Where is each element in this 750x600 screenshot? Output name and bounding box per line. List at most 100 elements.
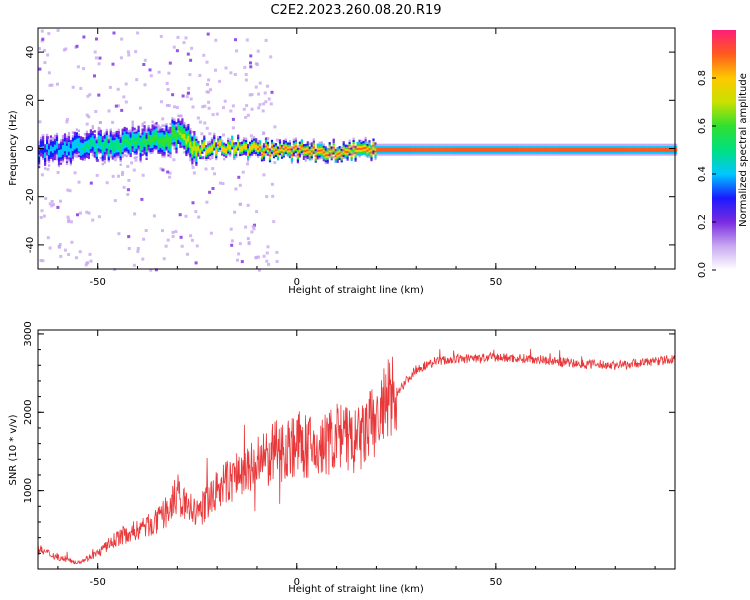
spectrogram-cell xyxy=(531,143,534,147)
spectrogram-cell xyxy=(63,154,67,157)
spectrogram-cell xyxy=(276,146,280,149)
spectrogram-cell xyxy=(366,143,369,146)
spectrogram-cell xyxy=(304,149,307,152)
spectrogram-noise-cell xyxy=(214,68,217,72)
spectrogram-cell xyxy=(434,151,437,154)
spectrogram-cell xyxy=(209,150,212,153)
spectrogram-noise-cell xyxy=(229,227,233,231)
spectrogram-cell xyxy=(450,149,453,152)
spectrogram-cell xyxy=(195,142,198,145)
spectrogram-cell xyxy=(75,141,78,145)
spectrogram-cell xyxy=(44,153,47,157)
spectrogram-cell xyxy=(408,149,411,152)
spectrogram-cell xyxy=(48,156,51,159)
spectrogram-cell xyxy=(225,149,228,152)
spectrogram-cell xyxy=(189,133,192,137)
spectrogram-cell xyxy=(491,151,495,154)
spectrogram-cell xyxy=(589,151,592,154)
spectrogram-cell xyxy=(328,142,331,145)
spectrogram-cell xyxy=(121,142,124,145)
spectrogram-cell xyxy=(344,154,347,157)
spectrogram-cell xyxy=(97,138,100,141)
spectrogram-cell xyxy=(549,153,552,156)
spectrogram-cell xyxy=(366,141,369,144)
spectrogram-cell xyxy=(571,147,574,150)
spectrogram-cell xyxy=(270,147,274,150)
spectrogram-cell xyxy=(288,142,291,145)
spectrogram-cell xyxy=(129,135,132,138)
spectrogram-cell xyxy=(225,153,228,156)
spectrogram-cell xyxy=(40,142,43,145)
spectrogram-cell xyxy=(462,149,465,152)
spectrogram-cell xyxy=(155,141,158,144)
spectrogram-cell xyxy=(366,155,369,158)
spectrogram-cell xyxy=(251,139,254,143)
spectrogram-cell xyxy=(675,147,678,150)
spectrogram-noise-cell xyxy=(269,55,273,59)
spectrogram-cell xyxy=(360,151,363,154)
spectrogram-cell xyxy=(87,154,90,157)
spectrogram-cell xyxy=(326,157,329,160)
spectrogram-cell xyxy=(296,159,299,162)
spectrogram-cell xyxy=(179,130,182,133)
spectrogram-cell xyxy=(577,145,580,148)
spectrogram-cell xyxy=(543,143,546,147)
spectrogram-cell xyxy=(569,143,572,147)
spectrogram-noise-cell xyxy=(191,105,195,109)
spectrogram-noise-cell xyxy=(206,83,209,86)
spectrogram-cell xyxy=(103,138,106,141)
spectrogram-cell xyxy=(159,136,162,139)
spectrogram-cell xyxy=(115,150,118,153)
spectrogram-cell xyxy=(290,153,293,157)
spectrogram-cell xyxy=(85,134,88,137)
spectrogram-cell xyxy=(432,145,435,148)
spectrogram-cell xyxy=(177,122,180,125)
spectrogram-cell xyxy=(422,149,425,152)
spectrogram-cell xyxy=(593,143,596,147)
spectrogram-cell xyxy=(601,151,604,154)
spectrogram-cell xyxy=(191,150,194,153)
spectrogram-cell xyxy=(456,151,459,154)
spectrogram-noise-cell xyxy=(42,49,46,52)
spectrogram-cell xyxy=(649,143,652,147)
spectrogram-cell xyxy=(549,147,552,150)
spectrogram-cell xyxy=(113,135,116,139)
spectrogram-cell xyxy=(601,147,604,150)
spectrogram-cell xyxy=(270,145,274,148)
spectrogram-cell xyxy=(99,147,102,150)
spectrogram-y-tick-label: 40 xyxy=(25,46,36,59)
spectrogram-cell xyxy=(65,162,69,166)
spectrogram-cell xyxy=(101,157,104,160)
spectrogram-cell xyxy=(197,152,200,155)
spectrogram-noise-cell xyxy=(166,88,170,91)
spectrogram-cell xyxy=(549,149,552,152)
spectrogram-cell xyxy=(139,139,142,142)
spectrogram-cell xyxy=(131,120,134,123)
spectrogram-cell xyxy=(151,149,154,152)
spectrogram-cell xyxy=(113,155,116,158)
spectrogram-cell xyxy=(348,149,351,152)
spectrogram-cell xyxy=(181,124,184,127)
spectrogram-cell xyxy=(511,147,514,150)
spectrogram-cell xyxy=(326,149,329,153)
spectrogram-cell xyxy=(466,149,469,152)
spectrogram-cell xyxy=(143,129,146,132)
spectrogram-cell xyxy=(235,142,238,145)
spectrogram-cell xyxy=(83,154,86,157)
spectrogram-cell xyxy=(575,143,578,147)
spectrogram-cell xyxy=(318,155,321,158)
spectrogram-noise-cell xyxy=(56,171,60,174)
spectrogram-cell xyxy=(79,149,82,153)
spectrogram-cell xyxy=(141,134,144,137)
spectrogram-cell xyxy=(384,153,387,156)
spectrogram-cell xyxy=(201,151,204,154)
spectrogram-cell xyxy=(79,136,82,139)
spectrogram-cell xyxy=(63,139,67,142)
spectrogram-cell xyxy=(575,153,578,156)
spectrogram-cell xyxy=(426,153,429,156)
spectrogram-cell xyxy=(91,130,94,134)
spectrogram-cell xyxy=(448,149,451,152)
spectrogram-cell xyxy=(49,143,53,146)
spectrogram-cell xyxy=(149,138,152,141)
spectrogram-cell xyxy=(673,153,676,156)
